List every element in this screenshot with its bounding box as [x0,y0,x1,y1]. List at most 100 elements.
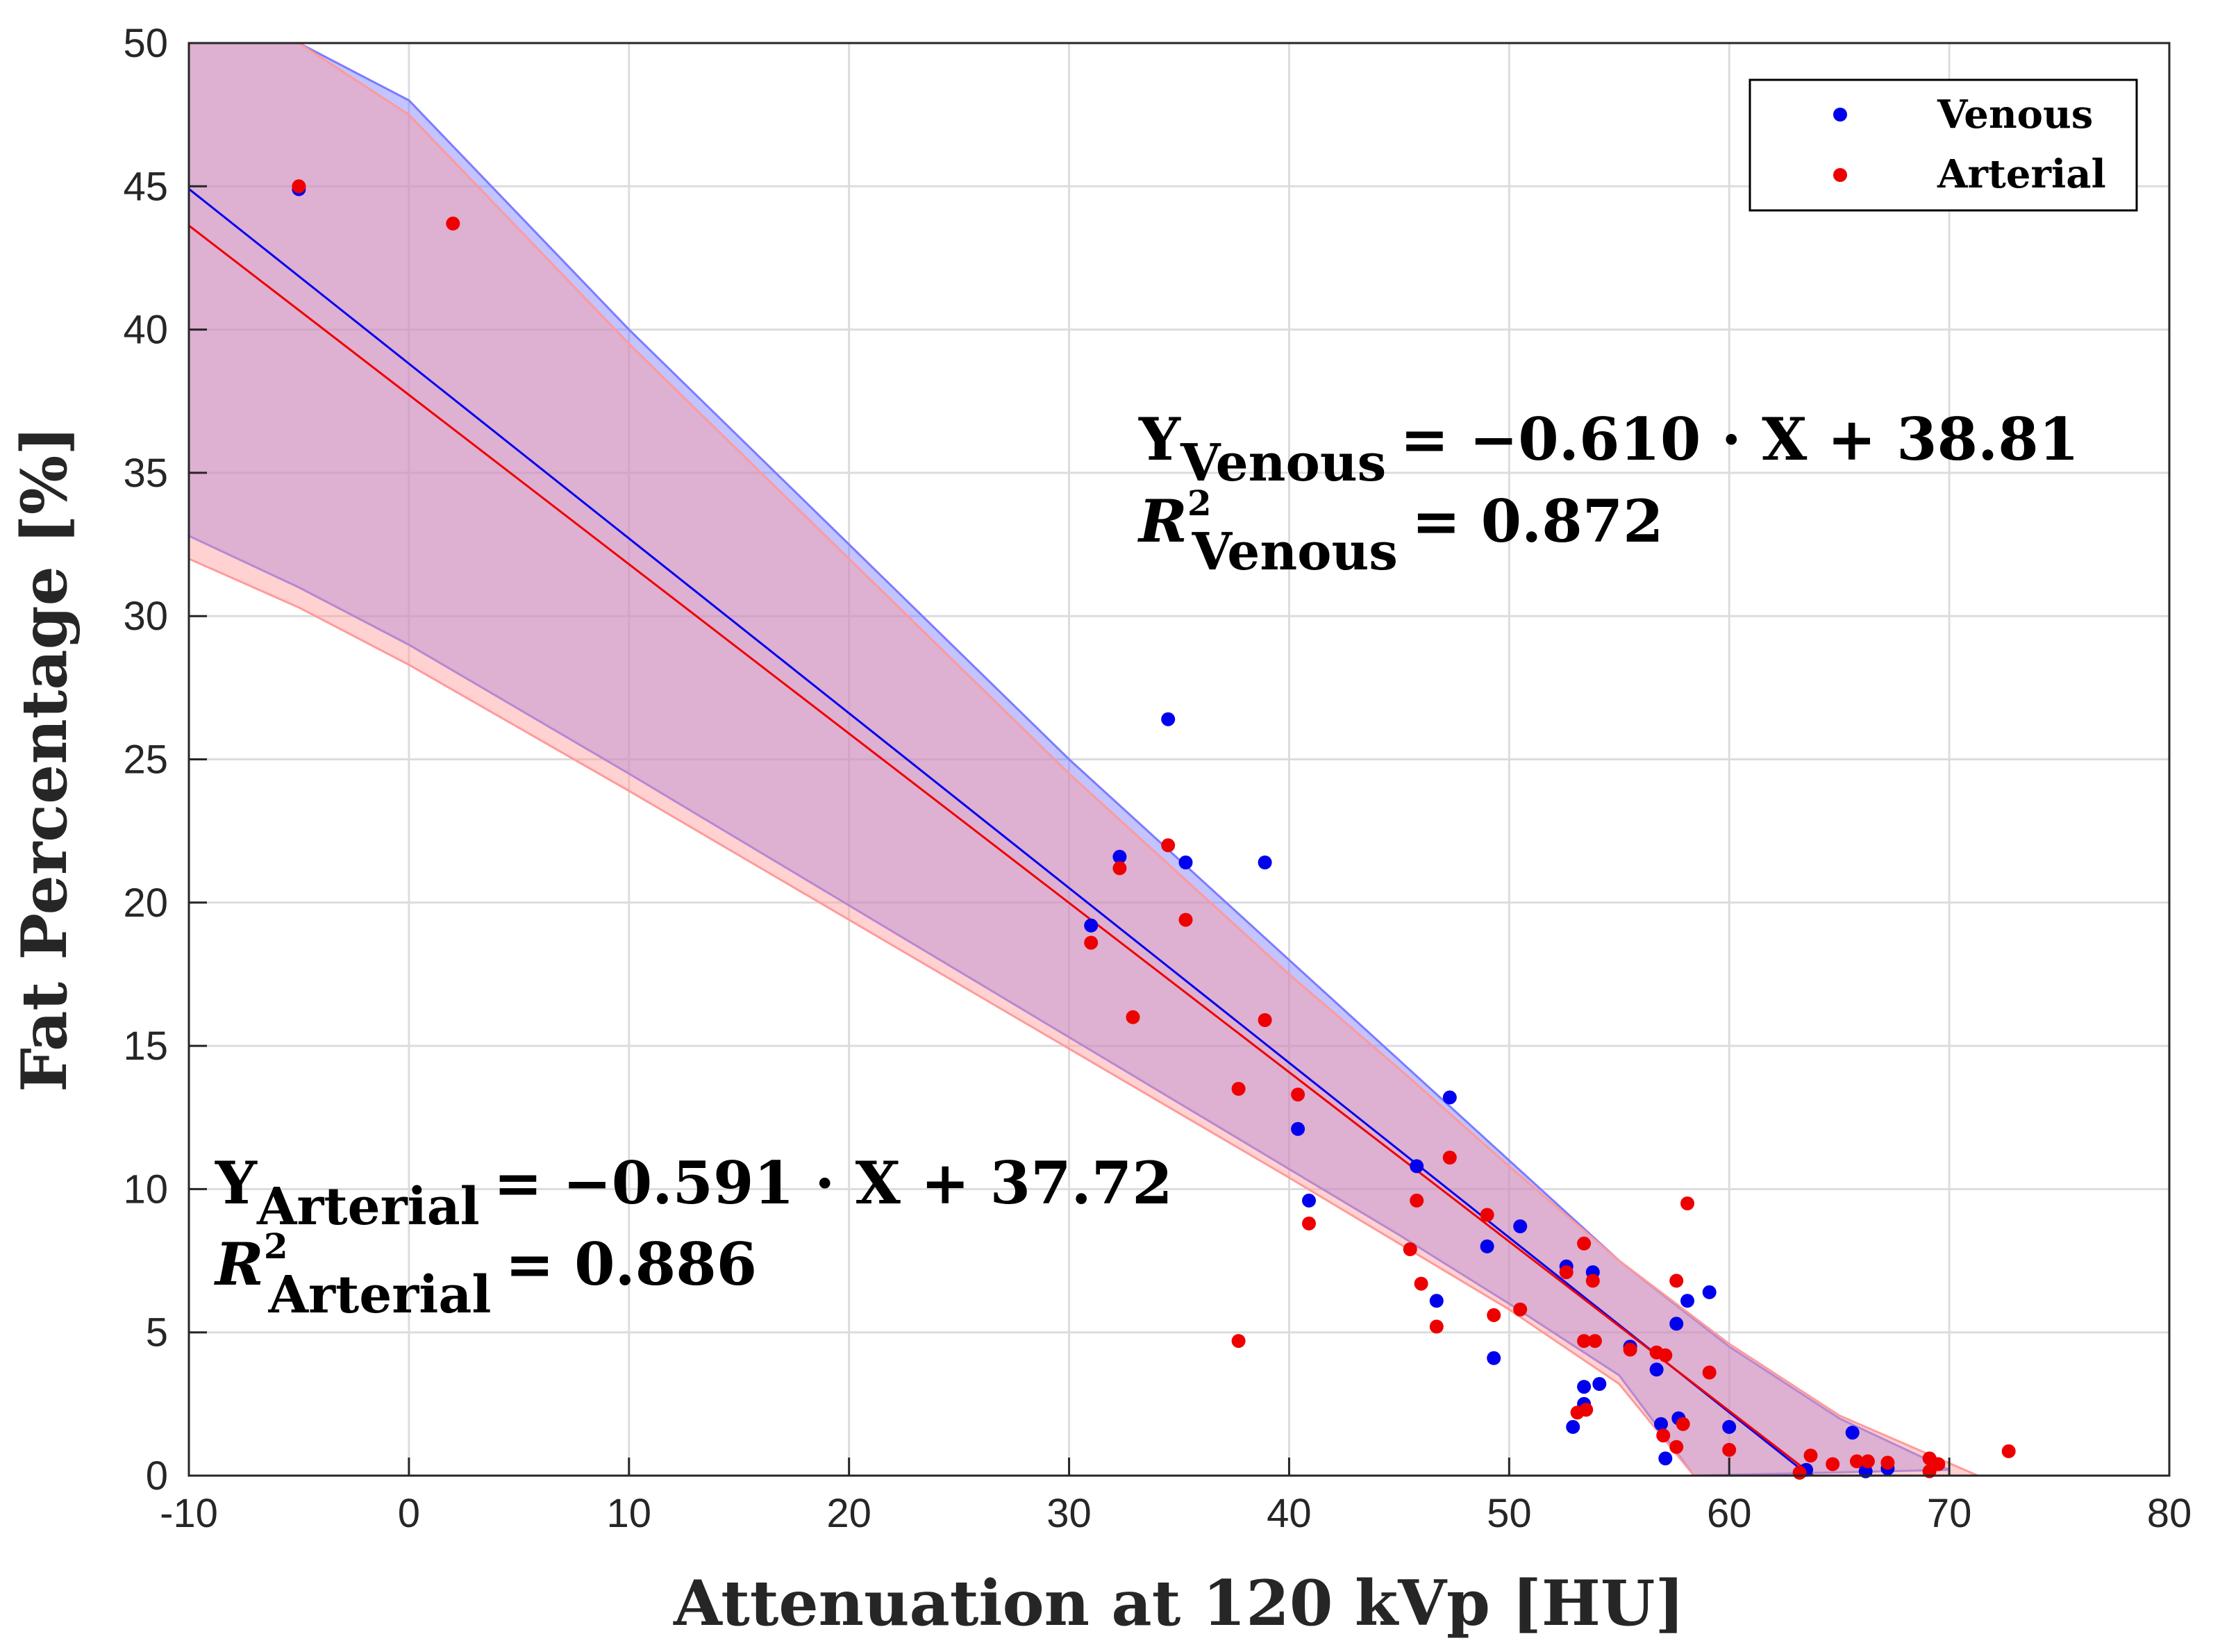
x-tick-label: 0 [398,1491,420,1536]
arterial-point [1792,1465,1807,1480]
arterial-point [292,179,306,194]
arterial-point [1410,1193,1424,1208]
venous-point [1302,1193,1316,1208]
venous-point [1410,1159,1424,1174]
arterial-point [1161,838,1176,853]
arterial-point [1931,1457,1946,1471]
arterial-point [1480,1208,1494,1222]
arterial-point [1860,1454,1875,1469]
arterial-eq-sub: Arterial [256,1177,480,1237]
legend-box [1749,78,2138,212]
venous-point [1592,1377,1607,1391]
arterial-point [1577,1236,1592,1251]
fit-lines [188,187,1814,1477]
venous-point [1178,856,1193,869]
venous-point [1658,1451,1673,1466]
annotation-venous-equation: YVenous = −0.610 · X + 38.81 [1138,405,2079,493]
y-tick-label: 40 [123,308,168,353]
arterial-point [1231,1082,1246,1096]
x-axis-ticks: -10 0 10 20 30 40 50 60 70 80 [160,1458,2192,1536]
legend: Venous Arterial [1749,78,2138,212]
venous-r2-r: R [1137,487,1187,556]
arterial-point [1559,1265,1574,1280]
arterial-eq-y: Y [215,1149,258,1217]
arterial-point [1291,1087,1305,1102]
arterial-point [1880,1455,1895,1470]
venous-point [1566,1419,1580,1434]
arterial-point [1302,1216,1316,1230]
arterial-point [1585,1274,1600,1288]
venous-point [1722,1419,1737,1434]
y-tick-label: 5 [146,1310,168,1355]
arterial-point [1487,1308,1501,1322]
data-points [292,179,2016,1480]
arterial-point [1084,935,1099,950]
arterial-point [1658,1348,1673,1362]
arterial-point [446,216,460,231]
legend-marker-arterial [1833,168,1847,182]
arterial-point [1850,1454,1864,1469]
venous-eq-sub: Venous [1180,433,1386,493]
x-axis-title: Attenuation at 120 kVp [HU] [673,1567,1685,1640]
arterial-point [1826,1457,1840,1471]
arterial-point [1258,1013,1272,1027]
x-tick-label: 60 [1707,1491,1752,1536]
venous-point [1654,1417,1668,1431]
venous-point [1487,1351,1501,1365]
arterial-point [1623,1342,1637,1357]
y-tick-label: 25 [123,737,168,783]
venous-point [1680,1294,1694,1308]
arterial-r2-rhs: = 0.886 [505,1230,757,1299]
arterial-point [1126,1010,1140,1024]
arterial-point [1669,1440,1684,1454]
arterial-point [1429,1319,1444,1334]
y-tick-label: 0 [146,1453,168,1499]
y-tick-label: 10 [123,1167,168,1212]
x-tick-label: 30 [1046,1491,1092,1536]
x-tick-label: 20 [826,1491,871,1536]
venous-point [1084,918,1099,933]
venous-point [1291,1121,1305,1136]
y-tick-label: 50 [123,21,168,66]
venous-point [1577,1380,1592,1394]
arterial-point [1803,1449,1818,1463]
arterial-point [1587,1334,1602,1349]
arterial-point [1577,1334,1592,1349]
arterial-point [1702,1365,1717,1380]
venous-point [1845,1426,1860,1440]
arterial-point [1680,1196,1694,1210]
arterial-point [1414,1276,1428,1291]
x-tick-label: 10 [607,1491,652,1536]
venous-fit-line [188,187,1810,1477]
venous-point [1513,1219,1528,1233]
annotation-arterial-r2: R2 Arterial = 0.886 [214,1226,757,1325]
arterial-point [1231,1334,1246,1349]
venous-eq-rhs: = −0.610 · X + 38.81 [1400,405,2079,474]
x-tick-label: -10 [160,1491,218,1536]
venous-point [1649,1362,1664,1377]
x-tick-label: 70 [1927,1491,1972,1536]
arterial-point [1676,1417,1690,1431]
arterial-point [1178,912,1193,927]
venous-point [1112,849,1127,864]
venous-point [1258,856,1272,869]
y-axis-ticks: 0 5 10 15 20 25 30 35 40 45 50 [123,21,207,1499]
arterial-r2-sub: Arterial [268,1265,492,1325]
venous-point [1442,1090,1457,1105]
legend-marker-venous [1833,108,1847,122]
venous-point [1480,1239,1494,1253]
y-tick-label: 45 [123,164,168,209]
y-tick-label: 20 [123,881,168,926]
arterial-point [1656,1428,1671,1443]
annotation-venous-r2: R2 Venous = 0.872 [1137,483,1664,582]
arterial-r2-sup: 2 [264,1226,288,1267]
x-tick-label: 40 [1267,1491,1312,1536]
venous-point [1429,1294,1444,1308]
arterial-point [1442,1151,1457,1165]
y-tick-label: 15 [123,1024,168,1069]
x-tick-label: 50 [1487,1491,1532,1536]
legend-label-venous: Venous [1937,92,2093,137]
legend-label-arterial: Arterial [1937,151,2106,197]
arterial-eq-rhs: = −0.591 · X + 37.72 [494,1149,1173,1217]
